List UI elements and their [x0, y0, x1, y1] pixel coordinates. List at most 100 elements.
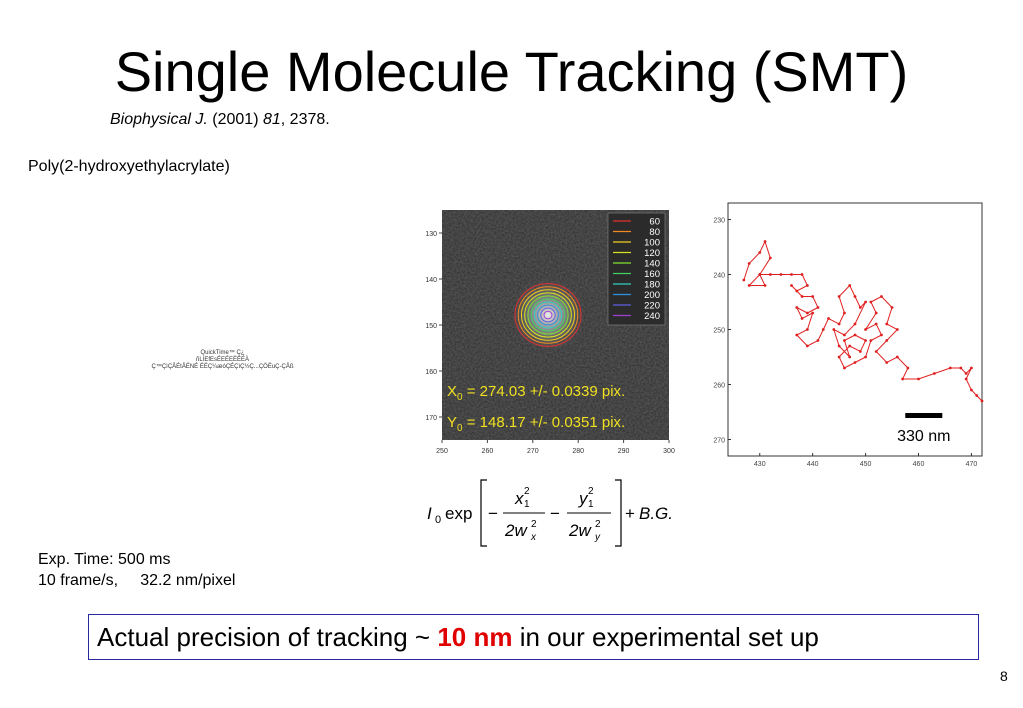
trajectory-point — [964, 377, 968, 381]
trajectory-point — [747, 284, 751, 287]
frame-rate: 10 frame/s, 32.2 nm/pixel — [38, 572, 236, 589]
trajectory-point — [816, 339, 820, 342]
contour-ring-180 — [533, 301, 563, 329]
contour-rings — [514, 283, 582, 347]
image-x-tick-label: 250 — [436, 448, 448, 455]
trajectory-point — [885, 322, 889, 326]
y0-readout: Y0 = 148.17 +/- 0.0351 pix. — [447, 414, 625, 434]
legend-label-60: 60 — [649, 217, 660, 228]
trajectory-x-tick-label: 440 — [807, 461, 819, 468]
trajectory-points — [742, 240, 984, 403]
trajectory-y-ticks: 230 240 250 260 270 — [713, 218, 731, 445]
trajectory-point — [747, 262, 751, 265]
trajectory-point — [837, 295, 841, 298]
scale-bar-label: 330 nm — [897, 428, 950, 445]
quicktime-placeholder: QuickTime™ Ç¿ ñLIEfEsÉEÉEËÉÉÀ Ç™ÇìÇÅÉtÅË… — [140, 350, 305, 371]
trajectory-point — [811, 295, 815, 298]
trajectory-y-tick-label: 270 — [713, 438, 725, 445]
image-y-tick-label: 170 — [425, 415, 437, 422]
eq-minus-2: − — [550, 504, 560, 523]
trajectory-x-ticks: 430 440 450 460 470 — [754, 453, 977, 468]
contour-ring-80 — [517, 286, 579, 344]
trajectory-point — [837, 344, 841, 348]
trajectory-point — [885, 361, 889, 364]
trajectory-point — [790, 273, 793, 276]
trajectory-point — [917, 377, 920, 381]
trajectory-point — [805, 344, 809, 348]
legend-label-200: 200 — [644, 290, 660, 301]
trajectory-point — [763, 240, 767, 243]
trajectory-point — [795, 289, 799, 293]
trajectory-point — [948, 366, 952, 370]
legend-label-80: 80 — [649, 227, 660, 238]
trajectory-point — [970, 388, 973, 392]
contour-ring-200 — [537, 304, 559, 326]
trajectory-y-tick-label: 250 — [713, 328, 725, 335]
trajectory-x-tick-label: 460 — [913, 461, 925, 468]
contour-ring-140 — [527, 295, 569, 335]
quicktime-line-3: Ç™ÇìÇÅÉtÅËNÉ ËÉÇ¼æóÇÉÇìÇ½Ç...ÇÖËuÇ-ÇÅß — [151, 364, 294, 370]
trajectory-line — [743, 240, 983, 402]
eq-wx-sub: x — [530, 532, 537, 543]
trajectory-y-tick-label: 230 — [713, 218, 725, 225]
trajectory-point — [874, 350, 878, 353]
eq-x: x — [514, 489, 524, 508]
trajectory-point — [805, 328, 809, 331]
trajectory-point — [980, 399, 984, 403]
trajectory-point — [795, 306, 799, 309]
eq-I: I — [427, 504, 432, 523]
eq-right-bracket — [615, 479, 622, 547]
trajectory-point — [816, 306, 820, 309]
trajectory-point — [742, 278, 746, 282]
contour-ring-240 — [543, 310, 553, 320]
exposure-time: Exp. Time: 500 ms — [38, 551, 171, 568]
image-x-ticks: 250 260 270 280 290 300 — [436, 440, 675, 455]
citation-year: (2001) — [212, 111, 259, 128]
trajectory-x-tick-label: 430 — [754, 461, 766, 468]
trajectory-point — [853, 333, 857, 337]
trajectory-point — [853, 295, 857, 298]
eq-wy-sup: 2 — [595, 519, 601, 530]
trajectory-point — [880, 333, 883, 337]
image-x-tick-label: 280 — [572, 448, 584, 455]
trajectory-x-tick-label: 470 — [966, 461, 978, 468]
eq-wx-sup: 2 — [531, 519, 537, 530]
trajectory-point — [880, 295, 883, 298]
legend-label-240: 240 — [644, 311, 660, 322]
trajectory-point — [763, 284, 767, 287]
image-y-tick-label: 160 — [425, 369, 437, 376]
eq-bg: B.G. — [639, 504, 673, 523]
legend-label-180: 180 — [644, 280, 660, 291]
contour-ring-100 — [520, 289, 576, 341]
trajectory-point — [800, 273, 804, 276]
precision-statement: Actual precision of tracking ~ 10 nm in … — [88, 614, 979, 660]
eq-wy-sub: y — [594, 532, 601, 543]
trajectory-point — [864, 328, 867, 331]
image-y-tick-label: 140 — [425, 277, 437, 284]
eq-y-sub: 1 — [588, 499, 594, 510]
trajectory-point — [869, 300, 873, 304]
trajectory-point — [869, 339, 873, 342]
trajectory-point — [805, 311, 809, 315]
trajectory-point — [848, 355, 852, 359]
precision-suffix: in our experimental set up — [512, 622, 819, 652]
contour-ring-160 — [530, 298, 566, 332]
trajectory-x-tick-label: 450 — [860, 461, 872, 468]
trajectory-point — [853, 322, 857, 326]
trajectory-point — [821, 328, 825, 331]
trajectory-point — [758, 251, 762, 254]
trajectory-point — [848, 284, 852, 287]
trajectory-point — [811, 311, 815, 315]
trajectory-point — [795, 333, 799, 337]
trajectory-point — [848, 344, 852, 348]
citation-pages: , 2378. — [280, 111, 330, 128]
trajectory-point — [779, 273, 783, 276]
image-y-tick-label: 150 — [425, 323, 437, 330]
trajectory-point — [885, 339, 889, 342]
eq-y-sup: 2 — [588, 486, 594, 497]
trajectory-point — [874, 322, 878, 326]
citation-volume: 81 — [262, 111, 281, 128]
trajectory-point — [837, 322, 841, 326]
eq-plus: + — [625, 504, 635, 523]
